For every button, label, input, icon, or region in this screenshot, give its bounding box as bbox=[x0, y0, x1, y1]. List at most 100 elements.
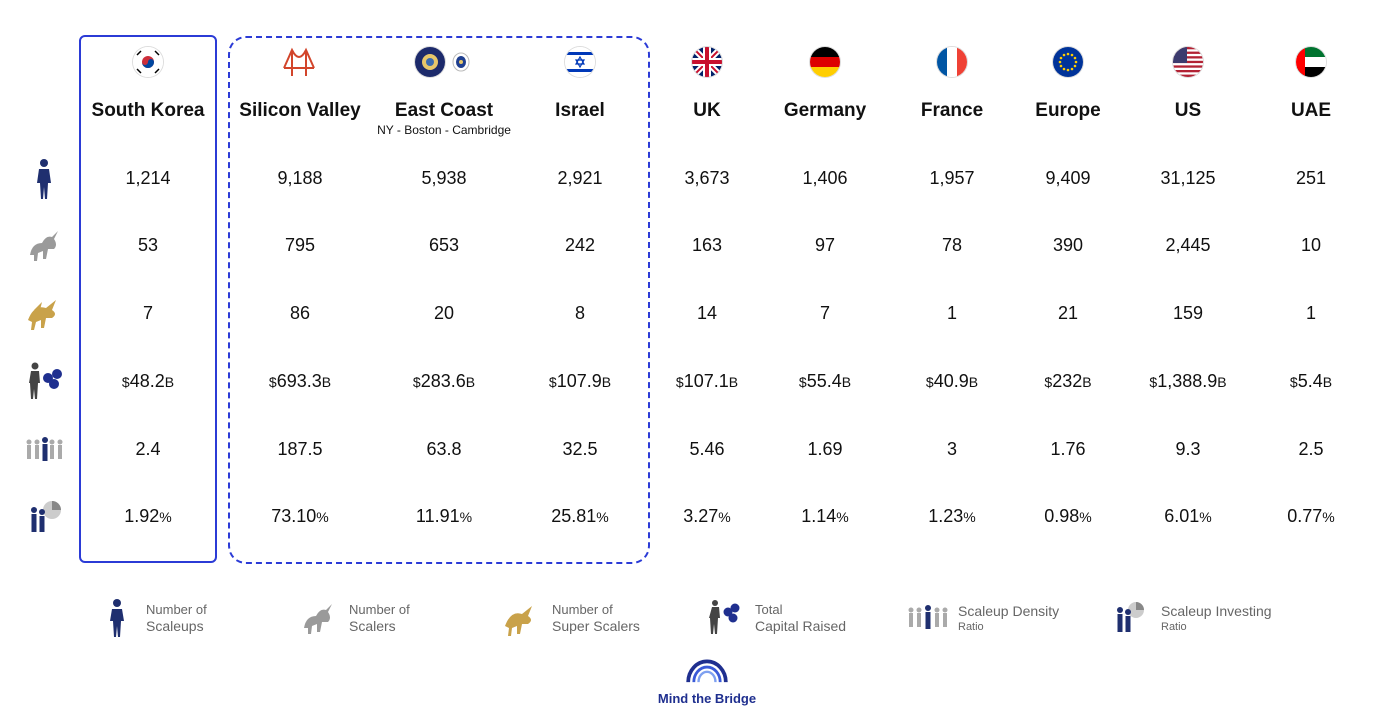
capital-value: 5.4 bbox=[1297, 371, 1323, 391]
legend-golden-unicorn-icon bbox=[502, 600, 536, 640]
cell-super-scalers: 20 bbox=[433, 303, 455, 323]
legend-scaleups-line2: Scaleups bbox=[146, 618, 204, 634]
cell-investing: 3.27% bbox=[637, 506, 777, 527]
cell-scaleups: 1,406 bbox=[802, 168, 848, 188]
cell-capital: $1,388.9B bbox=[1118, 371, 1258, 392]
cell-scalers: 795 bbox=[284, 235, 316, 255]
capital-value: 107.9 bbox=[556, 371, 602, 391]
legend-capital-line1: Total bbox=[755, 602, 783, 617]
us-flag-icon bbox=[1173, 47, 1203, 77]
cell-capital: $283.6B bbox=[374, 371, 514, 392]
cell-capital: $5.4B bbox=[1241, 371, 1381, 392]
currency-prefix: $ bbox=[1289, 374, 1298, 390]
cell-super-scalers: 1 bbox=[1305, 303, 1316, 323]
legend-capital-raised: Total Capital Raised bbox=[755, 602, 846, 634]
cell-scalers: 2,445 bbox=[1165, 235, 1211, 255]
cell-capital: $107.9B bbox=[510, 371, 650, 392]
cell-scalers: 97 bbox=[814, 235, 836, 255]
cell-investing: 6.01% bbox=[1118, 506, 1258, 527]
cell-super-scalers: 159 bbox=[1172, 303, 1204, 323]
investing-value: 1.23 bbox=[928, 506, 964, 526]
cell-density: 5.46 bbox=[689, 439, 725, 459]
capital-value: 693.3 bbox=[276, 371, 322, 391]
investing-value: 0.98 bbox=[1044, 506, 1080, 526]
billions-suffix: B bbox=[465, 374, 476, 390]
us-hubs-israel-dashed-box bbox=[228, 36, 650, 564]
currency-prefix: $ bbox=[268, 374, 277, 390]
new-york-seal-icon bbox=[415, 47, 445, 77]
cell-scaleups: 5,938 bbox=[421, 168, 467, 188]
cell-investing: 0.98% bbox=[998, 506, 1138, 527]
billions-suffix: B bbox=[1082, 374, 1092, 390]
cell-density: 3 bbox=[946, 439, 957, 459]
capital-value: 1,388.9 bbox=[1157, 371, 1218, 391]
bridge-arch-icon bbox=[686, 659, 728, 683]
percent-suffix: % bbox=[718, 509, 731, 525]
billions-suffix: B bbox=[968, 374, 979, 390]
cell-density: 2.4 bbox=[135, 439, 161, 459]
legend-scaleup-investing: Scaleup Investing Ratio bbox=[1161, 603, 1272, 635]
cell-super-scalers: 86 bbox=[289, 303, 311, 323]
cell-scaleups: 9,409 bbox=[1045, 168, 1091, 188]
cell-capital: $693.3B bbox=[230, 371, 370, 392]
cell-density: 32.5 bbox=[562, 439, 598, 459]
cell-scalers: 163 bbox=[691, 235, 723, 255]
legend-density-line1: Scaleup Density bbox=[958, 603, 1060, 619]
column-title-south-korea: South Korea bbox=[91, 100, 205, 121]
capital-value: 48.2 bbox=[129, 371, 165, 391]
currency-prefix: $ bbox=[925, 374, 934, 390]
cell-density: 9.3 bbox=[1175, 439, 1201, 459]
percent-suffix: % bbox=[836, 509, 849, 525]
israel-flag-icon bbox=[565, 47, 595, 77]
investing-value: 73.10 bbox=[271, 506, 317, 526]
billions-suffix: B bbox=[1322, 374, 1333, 390]
billions-suffix: B bbox=[728, 374, 739, 390]
column-subtitle-east-coast: NY - Boston - Cambridge bbox=[377, 123, 511, 137]
column-title-uk: UK bbox=[693, 100, 721, 121]
legend-investing-line2: Ratio bbox=[1161, 621, 1187, 633]
uae-flag-icon bbox=[1296, 47, 1326, 77]
cell-investing: 73.10% bbox=[230, 506, 370, 527]
legend-scalers: Number of Scalers bbox=[349, 602, 410, 634]
legend-super-scalers-line2: Super Scalers bbox=[552, 618, 640, 634]
cell-scalers: 53 bbox=[137, 235, 159, 255]
investing-value: 25.81 bbox=[551, 506, 597, 526]
column-title-europe: Europe bbox=[1035, 100, 1101, 121]
capital-value: 107.1 bbox=[683, 371, 729, 391]
brand-name: Mind the Bridge bbox=[657, 691, 757, 706]
column-title-germany: Germany bbox=[783, 100, 867, 121]
percent-suffix: % bbox=[1322, 509, 1335, 525]
billions-suffix: B bbox=[164, 374, 175, 390]
cell-scalers: 242 bbox=[564, 235, 596, 255]
cell-capital: $55.4B bbox=[755, 371, 895, 392]
legend-capital-raised-icon bbox=[706, 598, 740, 638]
column-title-france: France bbox=[920, 100, 984, 121]
investing-value: 6.01 bbox=[1164, 506, 1200, 526]
currency-prefix: $ bbox=[548, 374, 557, 390]
capital-value: 40.9 bbox=[933, 371, 969, 391]
france-flag-icon bbox=[937, 47, 967, 77]
cell-density: 2.5 bbox=[1298, 439, 1324, 459]
billions-suffix: B bbox=[601, 374, 612, 390]
currency-prefix: $ bbox=[412, 374, 421, 390]
scaleup-person-icon bbox=[24, 157, 64, 201]
south-korea-flag-icon bbox=[133, 47, 163, 77]
percent-suffix: % bbox=[316, 509, 329, 525]
capital-value: 232 bbox=[1052, 371, 1083, 391]
column-title-israel: Israel bbox=[555, 100, 605, 121]
germany-flag-icon bbox=[810, 47, 840, 77]
cell-investing: 1.23% bbox=[882, 506, 1022, 527]
cell-investing: 1.14% bbox=[755, 506, 895, 527]
currency-prefix: $ bbox=[1044, 374, 1053, 390]
legend-scaleup-person-icon bbox=[100, 598, 134, 638]
legend-scaleup-density: Scaleup Density Ratio bbox=[958, 603, 1059, 635]
investing-value: 1.14 bbox=[801, 506, 837, 526]
cell-super-scalers: 14 bbox=[696, 303, 718, 323]
column-title-silicon-valley: Silicon Valley bbox=[239, 100, 361, 121]
golden-gate-bridge-icon bbox=[283, 46, 315, 78]
cell-capital: $48.2B bbox=[78, 371, 218, 392]
cell-scaleups: 1,214 bbox=[125, 168, 171, 188]
cell-super-scalers: 7 bbox=[819, 303, 830, 323]
legend-investing-line1: Scaleup Investing bbox=[1161, 603, 1272, 619]
massachusetts-seal-icon bbox=[452, 52, 470, 72]
